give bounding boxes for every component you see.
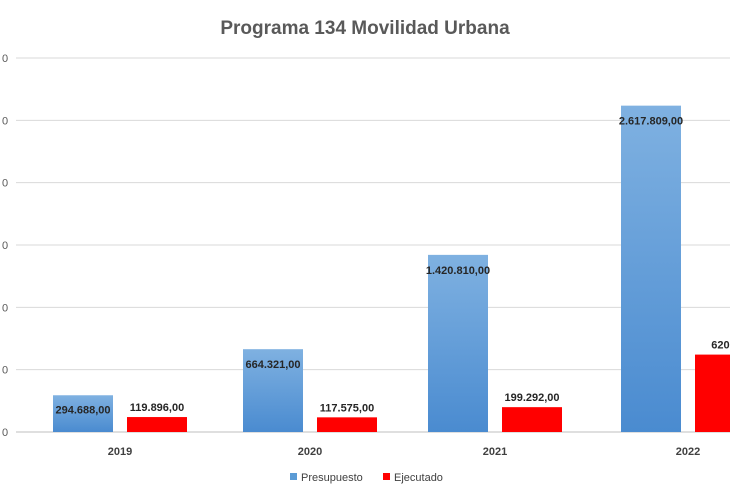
- x-category-label: 2021: [483, 446, 507, 458]
- y-axis-ticks: 0 0 0 0 0 0 0: [2, 53, 8, 439]
- data-label: 294.688,00: [55, 404, 110, 416]
- bar-presupuesto-2022: [621, 105, 681, 432]
- chart-title: Programa 134 Movilidad Urbana: [220, 18, 510, 39]
- legend[interactable]: Presupuesto Ejecutado: [290, 472, 443, 484]
- legend-swatch: [290, 473, 297, 480]
- bars: [53, 105, 730, 432]
- bar-presupuesto-2021: [428, 254, 488, 432]
- data-label: 620.9: [711, 340, 730, 352]
- y-tick-label: 0: [2, 53, 8, 65]
- data-label: 2.617.809,00: [619, 116, 683, 128]
- legend-label: Presupuesto: [301, 472, 363, 484]
- gridlines: [16, 57, 730, 433]
- y-tick-label: 0: [2, 365, 8, 377]
- legend-item-presupuesto[interactable]: Presupuesto: [290, 472, 363, 484]
- legend-swatch: [383, 473, 390, 480]
- data-label: 119.896,00: [130, 402, 184, 414]
- bar-ejecutado-2020: [317, 417, 377, 432]
- legend-label: Ejecutado: [394, 472, 443, 484]
- x-axis-categories: 2019 2020 2021 2022: [108, 446, 700, 458]
- bar-ejecutado-2022: [695, 354, 730, 432]
- x-category-label: 2019: [108, 446, 132, 458]
- legend-item-ejecutado[interactable]: Ejecutado: [383, 472, 443, 484]
- x-category-label: 2022: [676, 446, 700, 458]
- bar-ejecutado-2021: [502, 407, 562, 432]
- data-labels: 294.688,00 119.896,00 664.321,00 117.575,00…: [55, 116, 730, 417]
- y-tick-label: 0: [2, 240, 8, 252]
- bar-presupuesto-2020: [243, 349, 303, 432]
- x-category-label: 2020: [298, 446, 322, 458]
- bar-ejecutado-2019: [127, 417, 187, 432]
- data-label: 664.321,00: [245, 359, 300, 371]
- y-tick-label: 0: [2, 178, 8, 190]
- data-label: 1.420.810,00: [426, 265, 490, 277]
- data-label: 199.292,00: [504, 392, 559, 404]
- y-tick-label: 0: [2, 302, 8, 314]
- data-label: 117.575,00: [320, 402, 374, 414]
- y-tick-label: 0: [2, 115, 8, 127]
- y-tick-label: 0: [2, 427, 8, 439]
- bar-presupuesto-2019: [53, 395, 113, 432]
